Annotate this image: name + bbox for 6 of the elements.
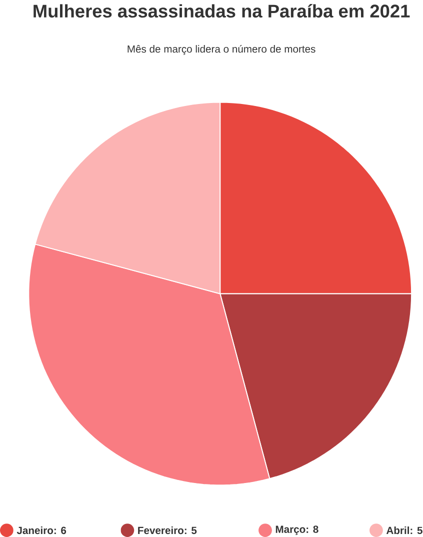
legend-label: Janeiro: 6 (17, 526, 66, 534)
chart-subtitle: Mês de março lidera o número de mortes (128, 44, 316, 55)
legend-label: Abril: 5 (386, 526, 423, 534)
chart-title: Mulheres assassinadas na Paraíba em 2021 (34, 4, 410, 18)
legend-label: Fevereiro: 5 (138, 526, 197, 534)
legend-label: Março: 8 (276, 526, 318, 535)
